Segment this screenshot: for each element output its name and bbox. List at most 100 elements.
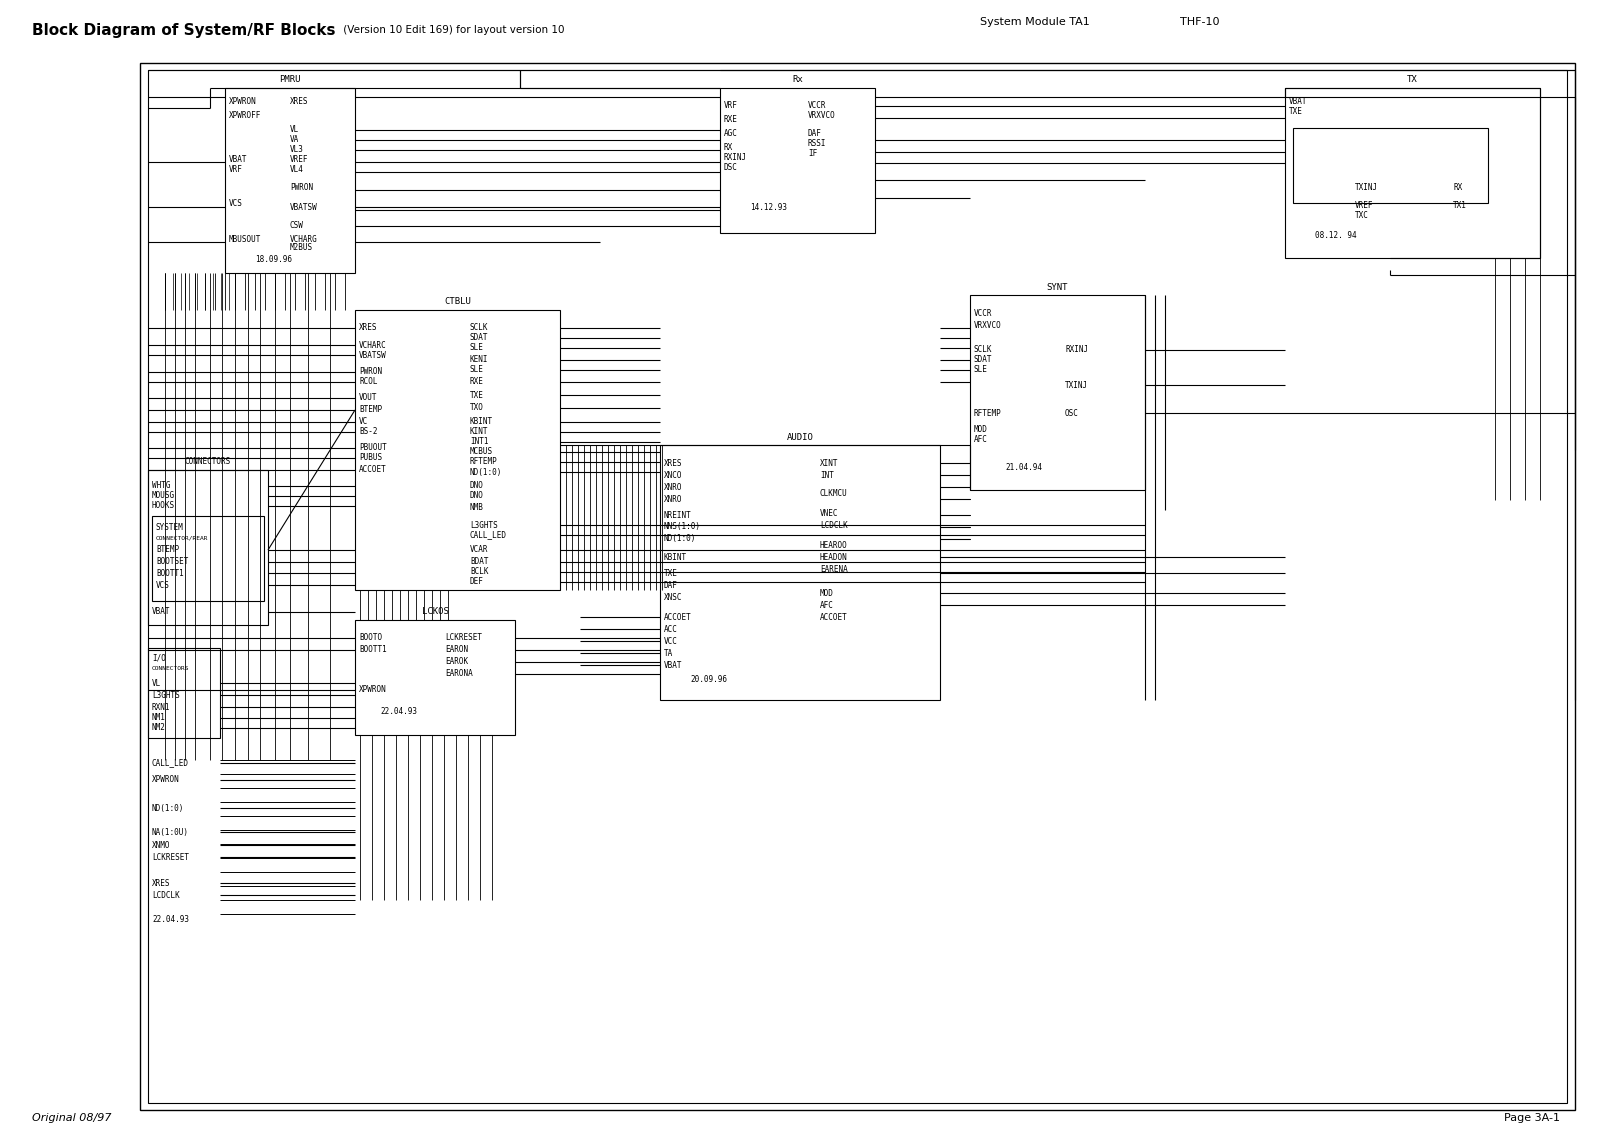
Text: DEF: DEF bbox=[470, 577, 483, 586]
Text: XPWRON: XPWRON bbox=[229, 97, 256, 106]
Text: INT: INT bbox=[819, 471, 834, 480]
Text: VRF: VRF bbox=[229, 165, 243, 174]
Text: RSSI: RSSI bbox=[808, 139, 827, 148]
Text: Page 3A-1: Page 3A-1 bbox=[1504, 1113, 1560, 1123]
Text: 22.04.93: 22.04.93 bbox=[381, 708, 418, 717]
Text: VBAT: VBAT bbox=[664, 660, 683, 669]
Text: ND(1:0): ND(1:0) bbox=[152, 804, 184, 813]
Text: XNCO: XNCO bbox=[664, 471, 683, 480]
Text: BOOTT1: BOOTT1 bbox=[358, 645, 387, 654]
Bar bbox=[661, 445, 941, 700]
Text: VCCR: VCCR bbox=[974, 309, 992, 317]
Bar bbox=[147, 70, 1566, 1103]
Text: TXE: TXE bbox=[664, 568, 678, 577]
Text: ACCOET: ACCOET bbox=[358, 465, 387, 474]
Text: VRXVCO: VRXVCO bbox=[808, 111, 835, 120]
Text: SLE: SLE bbox=[974, 366, 987, 375]
Text: VREF: VREF bbox=[290, 155, 309, 164]
Text: KBINT: KBINT bbox=[470, 418, 493, 427]
Text: XRES: XRES bbox=[152, 878, 171, 887]
Text: KINT: KINT bbox=[470, 428, 488, 437]
Text: INT1: INT1 bbox=[470, 437, 488, 446]
Text: DAF: DAF bbox=[808, 129, 822, 138]
Text: VCC: VCC bbox=[664, 636, 678, 645]
Text: BTEMP: BTEMP bbox=[358, 405, 382, 414]
Text: (Version 10 Edit 169) for layout version 10: (Version 10 Edit 169) for layout version… bbox=[339, 25, 565, 35]
Text: LCDCLK: LCDCLK bbox=[152, 891, 179, 900]
Text: XRES: XRES bbox=[290, 97, 309, 106]
Text: VBAT: VBAT bbox=[152, 608, 171, 617]
Text: HOOKS: HOOKS bbox=[152, 501, 174, 511]
Text: BCLK: BCLK bbox=[470, 567, 488, 576]
Text: 18.09.96: 18.09.96 bbox=[254, 256, 291, 265]
Text: ACC: ACC bbox=[664, 625, 678, 634]
Text: SCLK: SCLK bbox=[974, 345, 992, 354]
Text: VBATSW: VBATSW bbox=[290, 204, 318, 213]
Text: AGC: AGC bbox=[723, 129, 738, 138]
Text: PUBUS: PUBUS bbox=[358, 454, 382, 463]
Text: VC: VC bbox=[358, 418, 368, 427]
Text: DNO: DNO bbox=[470, 480, 483, 489]
Text: MOD: MOD bbox=[974, 426, 987, 435]
Text: VCS: VCS bbox=[157, 581, 170, 590]
Text: VNEC: VNEC bbox=[819, 508, 838, 517]
Text: ND(1:0): ND(1:0) bbox=[664, 534, 696, 543]
Text: SYNT: SYNT bbox=[1046, 283, 1069, 292]
Text: DNO: DNO bbox=[470, 490, 483, 499]
Text: VA: VA bbox=[290, 136, 299, 145]
Text: XNMO: XNMO bbox=[152, 840, 171, 849]
Text: NREINT: NREINT bbox=[664, 511, 691, 520]
Text: TXE: TXE bbox=[1290, 108, 1302, 117]
Text: RXE: RXE bbox=[470, 377, 483, 386]
Text: M2BUS: M2BUS bbox=[290, 243, 314, 252]
Text: EARONA: EARONA bbox=[445, 669, 472, 678]
Text: EARENA: EARENA bbox=[819, 565, 848, 574]
Text: NMB: NMB bbox=[470, 504, 483, 513]
Text: VRXVCO: VRXVCO bbox=[974, 320, 1002, 329]
Text: SCLK: SCLK bbox=[470, 324, 488, 333]
Text: VOUT: VOUT bbox=[358, 394, 378, 403]
Text: TXINJ: TXINJ bbox=[1355, 183, 1378, 192]
Text: CONNECTOR/REAR: CONNECTOR/REAR bbox=[157, 535, 208, 540]
Text: THF-10: THF-10 bbox=[1181, 17, 1219, 27]
Text: HEAROO: HEAROO bbox=[819, 540, 848, 549]
Text: PBUOUT: PBUOUT bbox=[358, 444, 387, 453]
Text: VCHARC: VCHARC bbox=[358, 341, 387, 350]
Text: L3GHTS: L3GHTS bbox=[152, 691, 179, 700]
Text: TXINJ: TXINJ bbox=[1066, 380, 1088, 389]
Text: WHTG: WHTG bbox=[152, 481, 171, 490]
Text: LCKRESET: LCKRESET bbox=[152, 852, 189, 861]
Text: SLE: SLE bbox=[470, 343, 483, 352]
Text: VL: VL bbox=[290, 126, 299, 135]
Text: NA(1:0U): NA(1:0U) bbox=[152, 827, 189, 837]
Text: RCOL: RCOL bbox=[358, 377, 378, 386]
Text: MCBUS: MCBUS bbox=[470, 447, 493, 456]
Text: PWRON: PWRON bbox=[358, 368, 382, 377]
Text: XPWRON: XPWRON bbox=[358, 686, 387, 695]
Text: Block Diagram of System/RF Blocks: Block Diagram of System/RF Blocks bbox=[32, 23, 336, 37]
Text: XNRO: XNRO bbox=[664, 495, 683, 504]
Text: RXE: RXE bbox=[723, 115, 738, 125]
Bar bbox=[152, 516, 264, 601]
Text: CTBLU: CTBLU bbox=[445, 298, 470, 307]
Bar bbox=[1285, 88, 1539, 258]
Text: XPWRON: XPWRON bbox=[152, 775, 179, 784]
Text: CALL_LED: CALL_LED bbox=[470, 531, 507, 540]
Text: BOOTO: BOOTO bbox=[358, 634, 382, 643]
Text: MOD: MOD bbox=[819, 589, 834, 598]
Text: RFTEMP: RFTEMP bbox=[470, 457, 498, 466]
Text: NM2: NM2 bbox=[152, 723, 166, 732]
Text: KENI: KENI bbox=[470, 355, 488, 365]
Text: EARON: EARON bbox=[445, 645, 469, 654]
Text: TXE: TXE bbox=[470, 391, 483, 400]
Text: BOOTSET: BOOTSET bbox=[157, 557, 189, 566]
Text: L3GHTS: L3GHTS bbox=[470, 521, 498, 530]
Text: ACCOET: ACCOET bbox=[664, 612, 691, 621]
Text: XRES: XRES bbox=[358, 324, 378, 333]
Text: SDAT: SDAT bbox=[974, 355, 992, 365]
Text: TXO: TXO bbox=[470, 403, 483, 412]
Text: DSC: DSC bbox=[723, 163, 738, 172]
Text: ND(1:0): ND(1:0) bbox=[470, 468, 502, 477]
Text: LCKOS: LCKOS bbox=[421, 608, 448, 617]
Text: RXINJ: RXINJ bbox=[723, 154, 747, 163]
